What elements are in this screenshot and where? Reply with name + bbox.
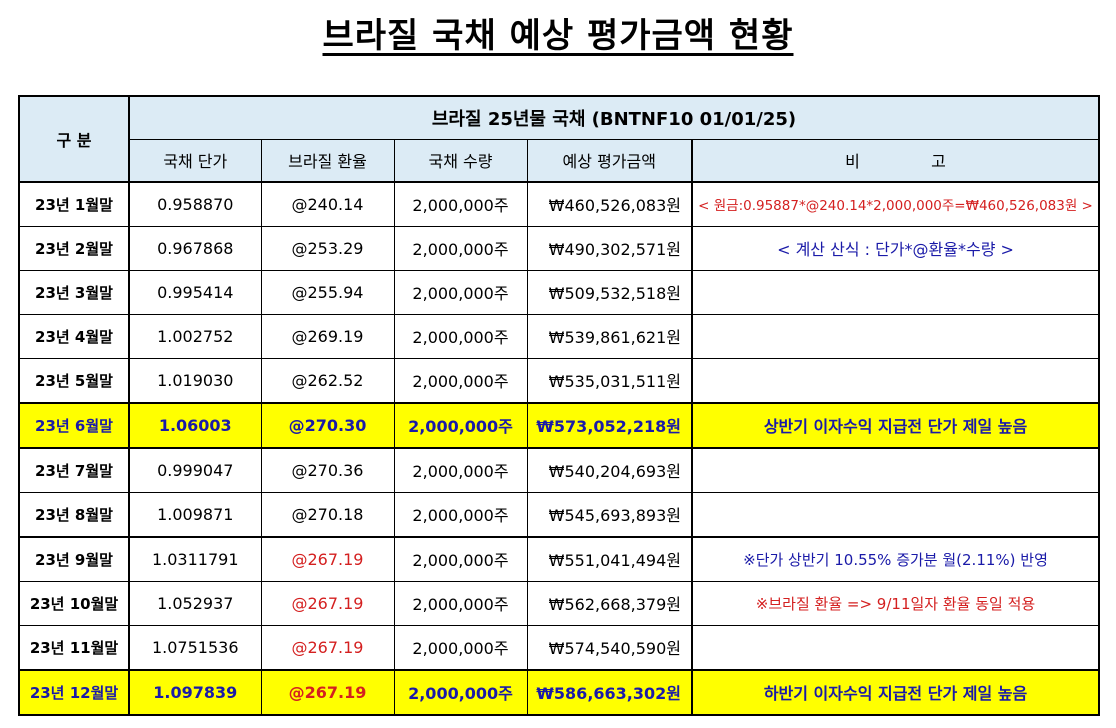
price-cell: 1.0311791 (128, 535, 262, 582)
table-row-highlight: 23년 6월말 1.06003 @270.30 2,000,000주 ₩573,… (18, 401, 1101, 448)
note-cell: ※브라질 환율 => 9/11일자 환율 동일 적용 (691, 580, 1101, 626)
quantity-cell: 2,000,000주 (393, 313, 528, 359)
quantity-cell: 2,000,000주 (393, 401, 528, 448)
price-cell: 1.097839 (128, 668, 262, 716)
rate-cell: @269.19 (260, 313, 395, 359)
rate-cell: @267.19 (260, 668, 395, 716)
amount-cell: ₩573,052,218원 (526, 401, 693, 448)
price-cell: 0.958870 (128, 180, 262, 227)
table-row: 23년 1월말 0.958870 @240.14 2,000,000주 ₩460… (18, 180, 1101, 227)
rate-cell: @262.52 (260, 357, 395, 403)
table-row-highlight: 23년 12월말 1.097839 @267.19 2,000,000주 ₩58… (18, 668, 1101, 716)
period-cell: 23년 3월말 (18, 269, 130, 315)
amount-cell: ₩586,663,302원 (526, 668, 693, 716)
bond-valuation-table: 구 분 브라질 25년물 국채 (BNTNF10 01/01/25) 국채 단가… (18, 95, 1101, 716)
page-title: 브라질 국채 예상 평가금액 현황 (322, 16, 794, 56)
note-cell: 하반기 이자수익 지급전 단가 제일 높음 (691, 668, 1101, 716)
quantity-cell: 2,000,000주 (393, 535, 528, 582)
col-header-price: 국채 단가 (128, 139, 262, 182)
price-cell: 0.967868 (128, 225, 262, 271)
col-header-exchange-rate: 브라질 환율 (260, 139, 395, 182)
col-header-quantity: 국채 수량 (393, 139, 528, 182)
amount-cell: ₩545,693,893원 (526, 491, 693, 537)
period-cell: 23년 7월말 (18, 446, 130, 493)
price-cell: 1.019030 (128, 357, 262, 403)
col-header-valuation: 예상 평가금액 (526, 139, 693, 182)
rate-cell: @270.36 (260, 446, 395, 493)
table-row: 23년 5월말 1.019030 @262.52 2,000,000주 ₩535… (18, 357, 1101, 403)
note-cell: ※단가 상반기 10.55% 증가분 월(2.11%) 반영 (691, 535, 1101, 582)
amount-cell: ₩535,031,511원 (526, 357, 693, 403)
note-cell (691, 624, 1101, 670)
table-row: 23년 3월말 0.995414 @255.94 2,000,000주 ₩509… (18, 269, 1101, 315)
amount-cell: ₩490,302,571원 (526, 225, 693, 271)
period-cell: 23년 9월말 (18, 535, 130, 582)
period-cell: 23년 11월말 (18, 624, 130, 670)
note-cell: < 원금:0.95887*@240.14*2,000,000주=₩460,526… (691, 180, 1101, 227)
quantity-cell: 2,000,000주 (393, 668, 528, 716)
rate-cell: @267.19 (260, 580, 395, 626)
table-row: 23년 10월말 1.052937 @267.19 2,000,000주 ₩56… (18, 580, 1101, 626)
rate-cell: @270.30 (260, 401, 395, 448)
rate-cell: @240.14 (260, 180, 395, 227)
period-cell: 23년 10월말 (18, 580, 130, 626)
period-cell: 23년 1월말 (18, 180, 130, 227)
period-cell: 23년 4월말 (18, 313, 130, 359)
table-row: 23년 9월말 1.0311791 @267.19 2,000,000주 ₩55… (18, 535, 1101, 582)
bond-group-header: 브라질 25년물 국채 (BNTNF10 01/01/25) (128, 95, 1101, 140)
rate-cell: @267.19 (260, 535, 395, 582)
amount-cell: ₩540,204,693원 (526, 446, 693, 493)
note-cell (691, 269, 1101, 315)
price-cell: 1.06003 (128, 401, 262, 448)
amount-cell: ₩562,668,379원 (526, 580, 693, 626)
quantity-cell: 2,000,000주 (393, 269, 528, 315)
rate-cell: @253.29 (260, 225, 395, 271)
table-row: 23년 7월말 0.999047 @270.36 2,000,000주 ₩540… (18, 446, 1101, 493)
price-cell: 1.0751536 (128, 624, 262, 670)
rate-cell: @270.18 (260, 491, 395, 537)
period-cell: 23년 12월말 (18, 668, 130, 716)
col-header-remarks: 비 고 (691, 139, 1101, 182)
period-cell: 23년 8월말 (18, 491, 130, 537)
table-row: 23년 2월말 0.967868 @253.29 2,000,000주 ₩490… (18, 225, 1101, 271)
rate-cell: @267.19 (260, 624, 395, 670)
amount-cell: ₩574,540,590원 (526, 624, 693, 670)
quantity-cell: 2,000,000주 (393, 580, 528, 626)
gubun-header: 구 분 (18, 95, 130, 182)
price-cell: 1.052937 (128, 580, 262, 626)
amount-cell: ₩460,526,083원 (526, 180, 693, 227)
price-cell: 0.999047 (128, 446, 262, 493)
quantity-cell: 2,000,000주 (393, 446, 528, 493)
note-cell (691, 491, 1101, 537)
price-cell: 0.995414 (128, 269, 262, 315)
period-cell: 23년 6월말 (18, 401, 130, 448)
amount-cell: ₩551,041,494원 (526, 535, 693, 582)
quantity-cell: 2,000,000주 (393, 357, 528, 403)
note-cell: 상반기 이자수익 지급전 단가 제일 높음 (691, 401, 1101, 448)
period-cell: 23년 2월말 (18, 225, 130, 271)
period-cell: 23년 5월말 (18, 357, 130, 403)
price-cell: 1.002752 (128, 313, 262, 359)
table-row: 23년 8월말 1.009871 @270.18 2,000,000주 ₩545… (18, 491, 1101, 537)
note-cell: < 계산 산식 : 단가*@환율*수량 > (691, 225, 1101, 271)
note-cell (691, 313, 1101, 359)
price-cell: 1.009871 (128, 491, 262, 537)
table-row: 23년 4월말 1.002752 @269.19 2,000,000주 ₩539… (18, 313, 1101, 359)
rate-cell: @255.94 (260, 269, 395, 315)
quantity-cell: 2,000,000주 (393, 491, 528, 537)
table-row: 23년 11월말 1.0751536 @267.19 2,000,000주 ₩5… (18, 624, 1101, 670)
quantity-cell: 2,000,000주 (393, 624, 528, 670)
amount-cell: ₩539,861,621원 (526, 313, 693, 359)
amount-cell: ₩509,532,518원 (526, 269, 693, 315)
note-cell (691, 357, 1101, 403)
quantity-cell: 2,000,000주 (393, 225, 528, 271)
quantity-cell: 2,000,000주 (393, 180, 528, 227)
note-cell (691, 446, 1101, 493)
